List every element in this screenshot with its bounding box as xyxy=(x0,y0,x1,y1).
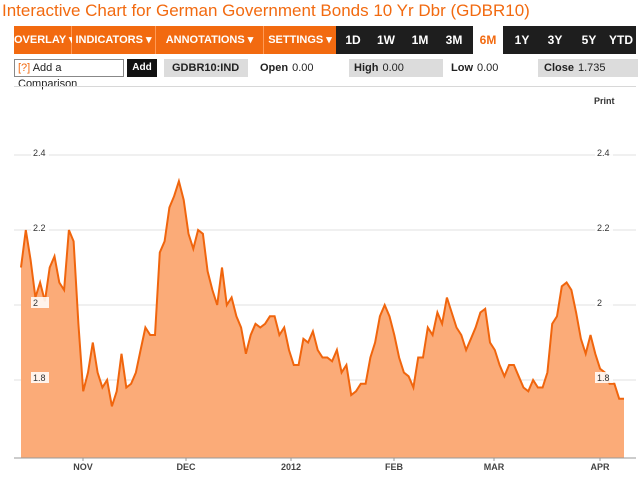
range-ytd-button[interactable]: YTD xyxy=(609,33,633,47)
price-area xyxy=(21,181,624,458)
range-1m-button[interactable]: 1M xyxy=(411,33,429,47)
y-tick-label-bg xyxy=(31,147,49,158)
y-tick-label-bg xyxy=(595,297,613,308)
open-stat: Open 0.00 xyxy=(258,59,342,77)
x-tick-label: MAR xyxy=(484,462,505,472)
close-value: 1.735 xyxy=(577,62,606,74)
close-label: Close xyxy=(544,62,574,74)
y-tick-label-bg xyxy=(31,222,49,233)
y-tick-label-bg xyxy=(595,222,613,233)
high-stat: High 0.00 xyxy=(349,59,443,77)
indicators-menu-button[interactable]: INDICATORS ▾ xyxy=(72,26,156,54)
low-label: Low xyxy=(451,62,473,74)
y-tick-label-bg xyxy=(31,372,49,383)
price-line xyxy=(20,177,624,407)
overlay-menu-button[interactable]: OVERLAY ▾ xyxy=(14,26,75,54)
close-stat: Close 1.735 xyxy=(538,59,638,77)
low-stat: Low 0.00 xyxy=(449,59,531,77)
high-value: 0.00 xyxy=(382,62,404,74)
chart-area[interactable] xyxy=(14,86,636,458)
y-tick-label-left: 1.8 xyxy=(33,373,46,383)
x-tick-label: DEC xyxy=(176,462,196,472)
x-tick-label: NOV xyxy=(73,462,93,472)
y-tick-label-right: 2.2 xyxy=(597,223,610,233)
y-tick-label-left: 2.4 xyxy=(33,148,46,158)
x-tick-label: 2012 xyxy=(281,462,301,472)
x-tick-label: APR xyxy=(590,462,610,472)
page-title: Interactive Chart for German Government … xyxy=(2,1,530,20)
annotations-menu-button[interactable]: ANNOTATIONS ▾ xyxy=(156,26,264,54)
y-tick-label-bg xyxy=(595,147,613,158)
range-3m-button[interactable]: 3M xyxy=(445,33,463,47)
y-tick-label-left: 2 xyxy=(33,298,38,308)
y-tick-label-left: 2.2 xyxy=(33,223,46,233)
high-label: High xyxy=(354,62,379,74)
y-tick-label-bg xyxy=(31,297,49,308)
range-1y-button[interactable]: 1Y xyxy=(514,33,530,47)
open-label: Open xyxy=(260,62,289,74)
y-tick-label-bg xyxy=(595,372,613,383)
comparison-input[interactable]: [?] Add a Comparison xyxy=(14,59,124,90)
range-1d-button[interactable]: 1D xyxy=(345,33,361,47)
add-comparison-button[interactable]: Add xyxy=(127,59,157,77)
settings-menu-button[interactable]: SETTINGS ▾ xyxy=(264,26,336,54)
y-tick-label-right: 1.8 xyxy=(597,373,610,383)
y-tick-label-right: 2.4 xyxy=(597,148,610,158)
range-5y-button[interactable]: 5Y xyxy=(581,33,597,47)
x-tick-label: FEB xyxy=(385,462,404,472)
range-1w-button[interactable]: 1W xyxy=(377,33,395,47)
symbol-label: GDBR10:IND xyxy=(164,59,248,77)
y-tick-label-right: 2 xyxy=(597,298,602,308)
range-3y-button[interactable]: 3Y xyxy=(547,33,563,47)
low-value: 0.00 xyxy=(477,62,499,74)
comparison-label: Add a Comparison xyxy=(18,62,78,90)
open-value: 0.00 xyxy=(292,62,314,74)
print-link[interactable]: Print xyxy=(594,96,615,106)
range-6m-button[interactable]: 6M xyxy=(473,26,503,54)
help-icon[interactable]: [?] xyxy=(18,62,31,74)
chart-toolbar: OVERLAY ▾ INDICATORS ▾ ANNOTATIONS ▾ SET… xyxy=(14,26,636,54)
